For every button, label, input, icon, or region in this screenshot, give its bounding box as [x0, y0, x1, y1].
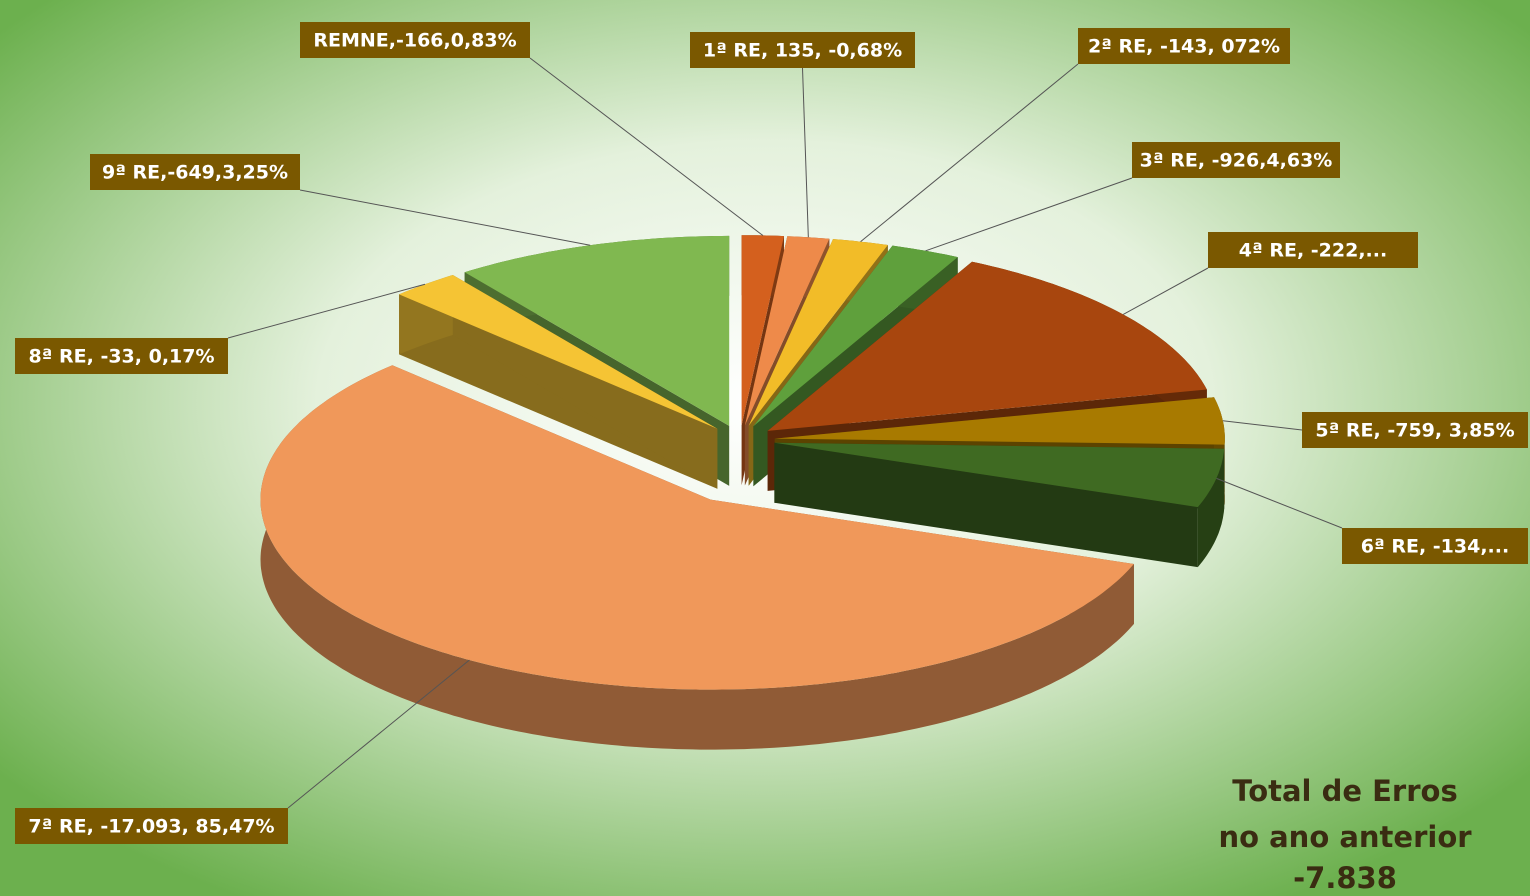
slice-wall [774, 442, 1198, 568]
slice-top [748, 239, 888, 426]
data-label: 5ª RE, -759, 3,85% [1315, 420, 1514, 442]
annotation-line: no ano anterior [1218, 820, 1472, 854]
labels: REMNE,-166,0,83% 1ª RE, 135, -0,68% 2ª RE,… [15, 22, 1528, 844]
leader-line [802, 67, 809, 238]
leader-line [1122, 267, 1209, 315]
label-box [1342, 528, 1528, 564]
data-label: 9ª RE,-649,3,25% [102, 162, 288, 184]
slice-top [741, 235, 784, 426]
label-box [1302, 412, 1528, 448]
slice-side [1197, 448, 1225, 568]
data-label: 1ª RE, 135, -0,68% [703, 40, 902, 62]
label-box [15, 808, 288, 844]
slice [774, 442, 1225, 568]
leader-line [1216, 477, 1343, 529]
data-label: 4ª RE, -222,... [1239, 240, 1387, 262]
label-box [1208, 232, 1418, 268]
annotation-line: -7.838 [1293, 861, 1397, 895]
slice-top [744, 236, 830, 426]
data-label: 8ª RE, -33, 0,17% [28, 346, 214, 368]
data-label: REMNE,-166,0,83% [313, 30, 516, 52]
label-box [15, 338, 228, 374]
data-label: 2ª RE, -143, 072% [1088, 36, 1280, 58]
leader-line [1222, 420, 1303, 431]
slice-top [753, 245, 958, 427]
leader-line [227, 283, 426, 339]
pie [260, 235, 1225, 750]
slice-top [260, 365, 1134, 690]
data-label: 3ª RE, -926,4,63% [1140, 150, 1333, 172]
slice-top [774, 397, 1225, 445]
leader-line [925, 177, 1133, 252]
label-box [90, 154, 300, 190]
leader-line [299, 189, 591, 246]
annotation-line: Total de Erros [1232, 774, 1457, 808]
data-label: 6ª RE, -134,... [1361, 536, 1509, 558]
label-box [300, 22, 530, 58]
slice [260, 365, 1134, 750]
data-label: 7ª RE, -17.093, 85,47% [28, 816, 274, 838]
leader-line [860, 63, 1079, 243]
slice [399, 275, 718, 489]
label-box [1132, 142, 1340, 178]
slice-top [774, 442, 1225, 508]
slice-top [399, 275, 718, 429]
label-box [690, 32, 915, 68]
label-box [1078, 28, 1290, 64]
slice-top [464, 235, 730, 426]
slice-top [767, 261, 1207, 431]
leader-line [529, 57, 764, 236]
leader-line [287, 659, 470, 809]
